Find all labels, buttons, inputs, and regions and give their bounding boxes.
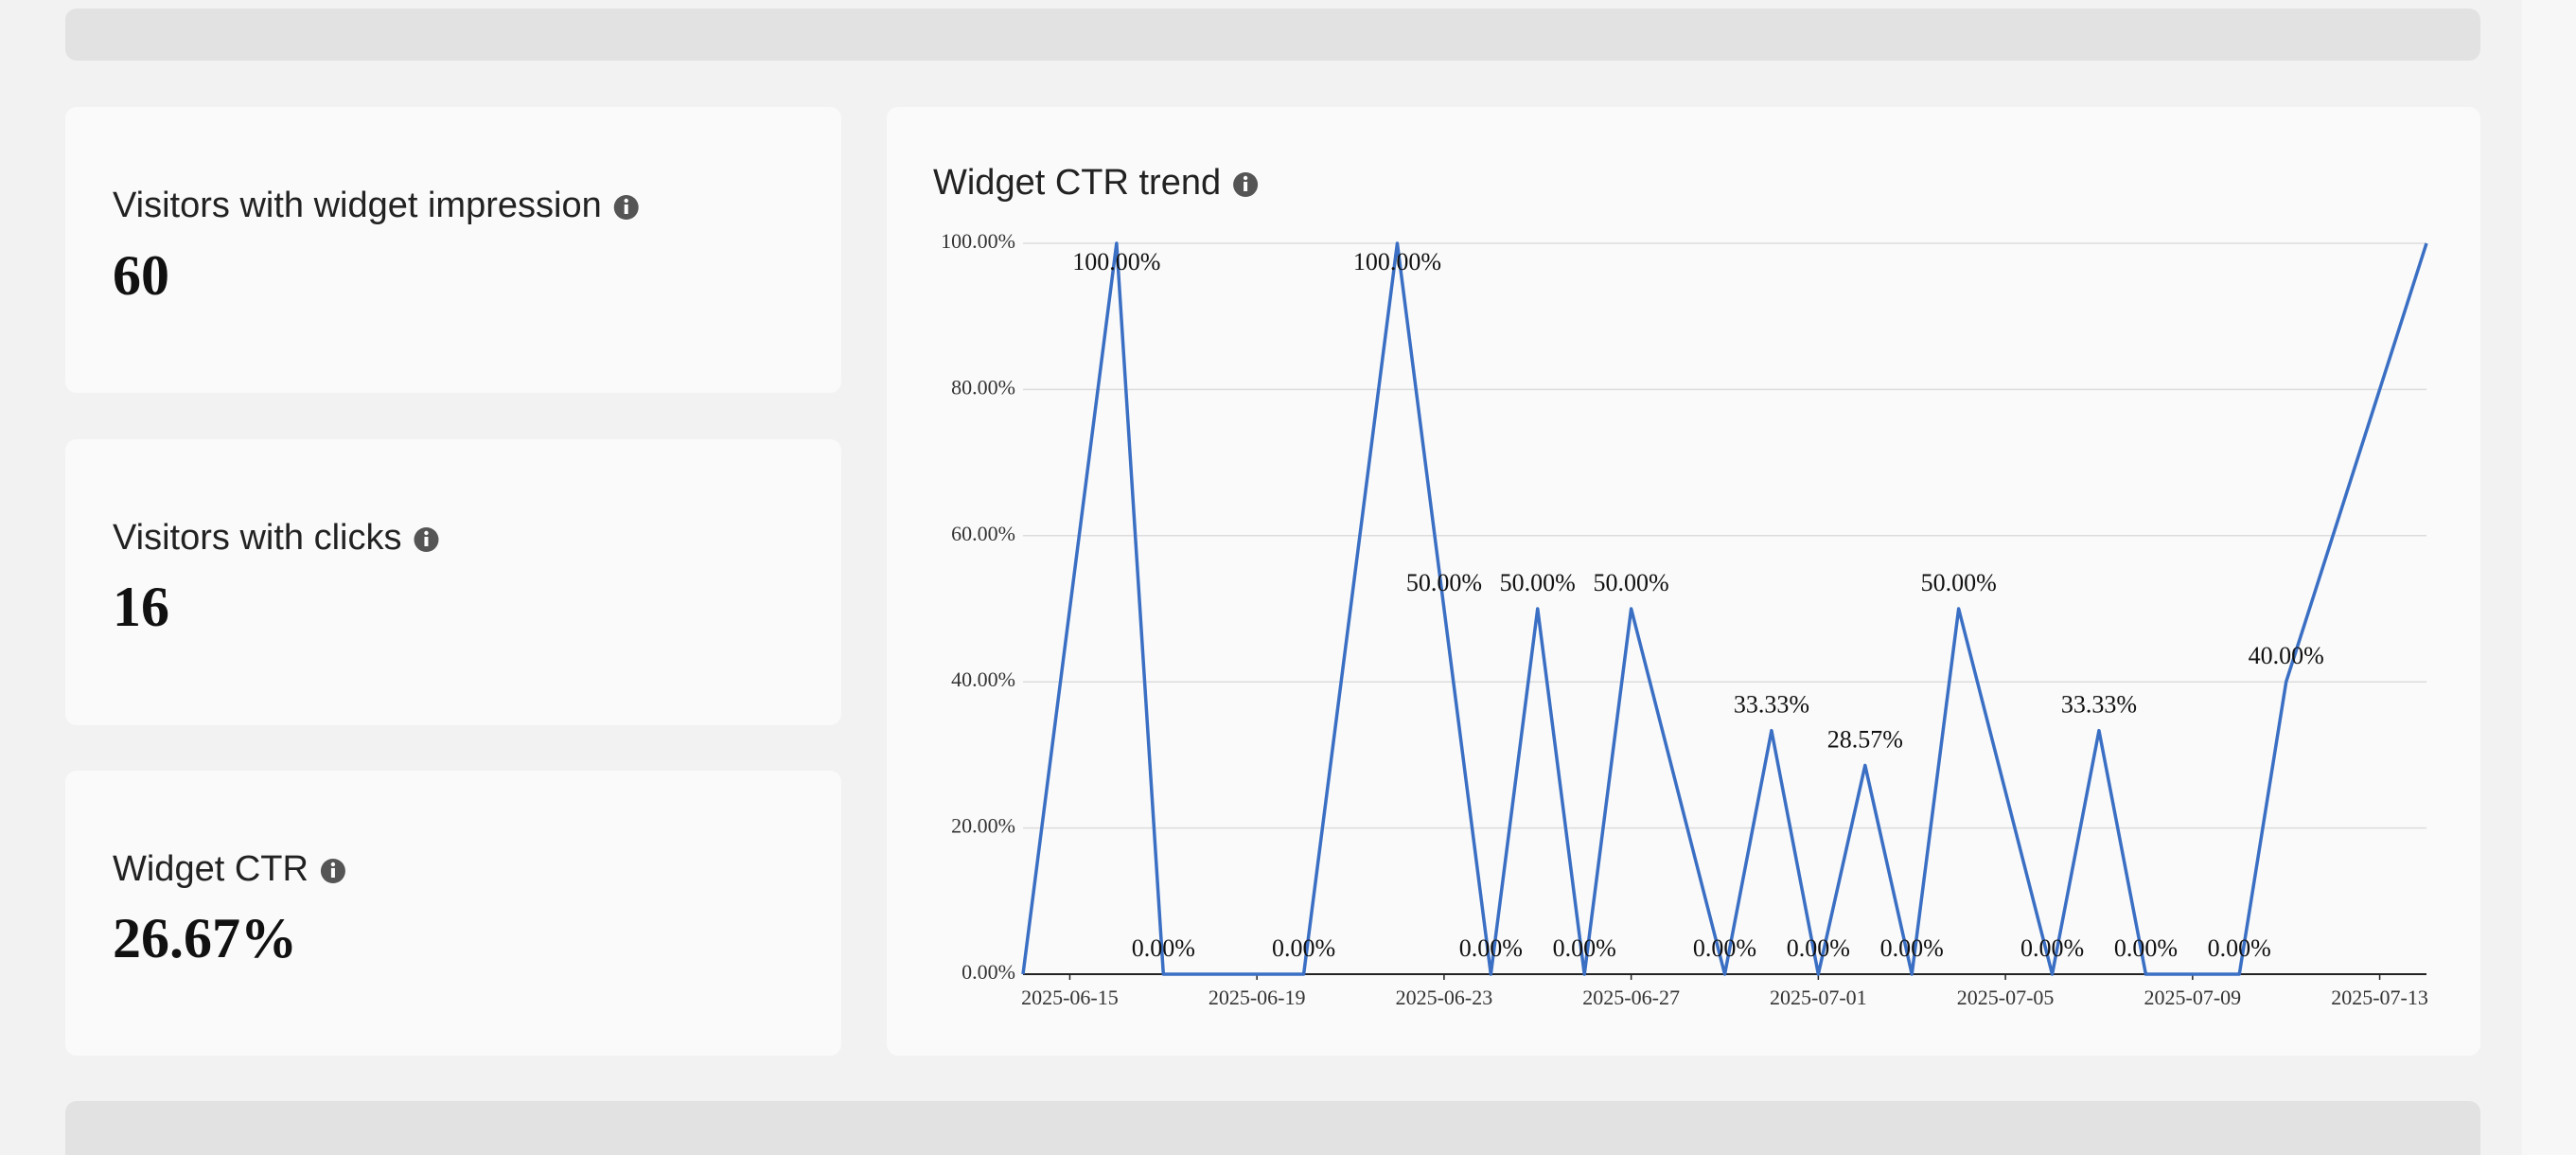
info-stem [424,537,429,546]
x-tick-label: 2025-07-13 [2331,986,2428,1009]
info-icon [414,527,439,552]
data-label: 50.00% [1500,569,1576,596]
line [1021,241,2428,976]
data-label: 0.00% [1272,934,1335,962]
card [65,439,841,725]
card-value: 26.67% [113,907,297,969]
data-label: 50.00% [1594,569,1669,596]
data-label: 100.00% [1353,248,1441,275]
x-tick-label: 2025-07-09 [2144,986,2242,1009]
card-value: 60 [113,244,169,307]
x-tick-label: 2025-07-05 [1957,986,2055,1009]
data-label: 50.00% [1921,569,1997,596]
y-tick-label: 20.00% [951,814,1015,838]
info-icon [1233,172,1259,197]
data-label: 0.00% [1880,934,1944,962]
card-label: Visitors with widget impression [113,186,602,225]
data-label: 0.00% [1693,934,1756,962]
info-dot [330,862,336,867]
card-label: Visitors with clicks [113,518,401,558]
top-panel [65,9,2480,61]
data-label: 33.33% [2061,691,2137,719]
x-tick-label: 2025-06-19 [1209,986,1306,1009]
data-label: 28.57% [1827,725,1903,753]
card-label: Widget CTR [113,849,309,889]
y-tick-label: 60.00% [951,522,1015,545]
x-tick-label: 2025-06-15 [1021,986,1119,1009]
card-value: 16 [113,576,169,638]
y-tick-label: 0.00% [962,960,1015,984]
data-label: 0.00% [2114,934,2178,962]
card [65,771,841,1056]
info-stem [624,204,628,214]
info-dot [624,198,628,204]
y-tick-label: 100.00% [941,229,1015,253]
y-tick-label: 80.00% [951,375,1015,399]
data-label: 0.00% [1132,934,1195,962]
info-icon [613,195,639,220]
x-tick-label: 2025-06-23 [1396,986,1493,1009]
info-stem [330,868,335,878]
x-tick-label: 2025-07-01 [1770,986,1867,1009]
info-dot [1243,175,1248,181]
data-label: 0.00% [2208,934,2271,962]
data-label: 50.00% [1406,569,1482,596]
info-icon [320,859,345,883]
data-label: 0.00% [1787,934,1850,962]
data-label: 0.00% [2020,934,2084,962]
data-label: 33.33% [1734,691,1809,719]
bottom-panel [65,1101,2480,1155]
x-tick-label: 2025-06-27 [1582,986,1680,1009]
data-label: 0.00% [1459,934,1523,962]
info-stem [1244,182,1248,191]
card [65,107,841,393]
chart-title: Widget CTR trend [933,163,1221,203]
side-gutter [2522,0,2576,1155]
info-dot [424,530,429,536]
data-label: 100.00% [1072,248,1160,275]
data-label: 0.00% [1553,934,1616,962]
data-label: 40.00% [2249,642,2324,669]
y-tick-label: 40.00% [951,667,1015,691]
